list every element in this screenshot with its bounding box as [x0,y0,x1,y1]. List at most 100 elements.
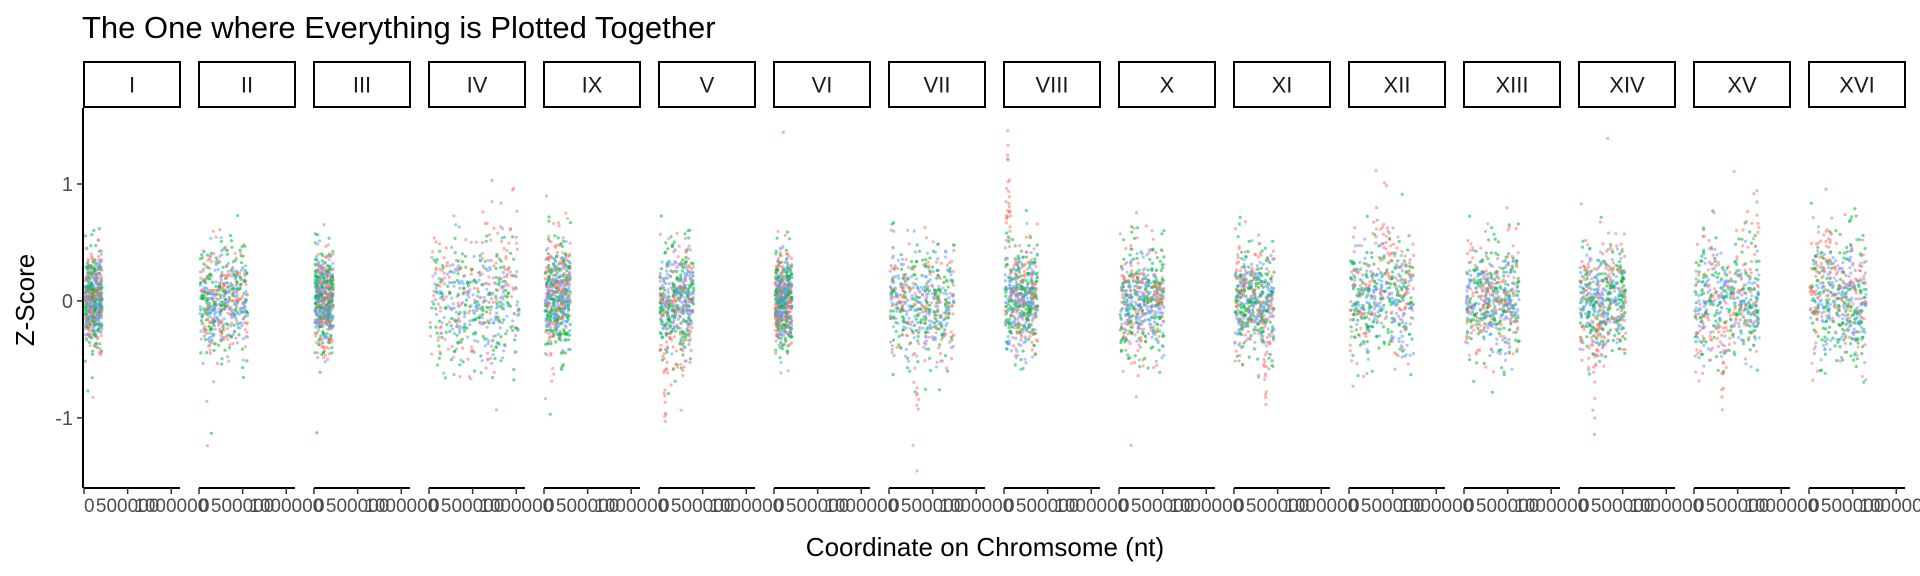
data-point [775,321,780,325]
data-point [323,360,327,364]
data-point [97,249,101,253]
data-point [318,314,322,318]
data-point [890,350,894,355]
data-point [202,329,207,333]
data-point [684,250,688,254]
data-point [200,290,204,294]
data-point [100,322,104,326]
data-point [567,307,571,311]
data-point [567,271,572,275]
data-point [940,359,945,363]
data-point [466,280,470,284]
data-point [675,269,679,274]
data-point [1005,347,1009,351]
data-point [92,343,96,347]
data-point [690,290,694,294]
data-point [439,325,443,329]
data-point [936,257,940,261]
data-point [485,337,489,341]
data-point [207,344,211,348]
x-tick-label: 500000 [211,496,274,517]
data-point [327,311,331,315]
data-point [914,317,918,321]
data-point [496,288,500,292]
data-point [430,300,434,304]
data-point [934,365,939,369]
data-point [209,331,213,336]
x-tick-label: 0 [84,496,95,517]
data-point [1033,296,1037,300]
data-point [449,269,453,274]
data-point [240,310,244,314]
data-point [565,258,569,262]
data-point [1029,278,1033,282]
data-point [552,269,556,273]
data-point [224,248,228,252]
data-point [517,307,521,311]
data-point [672,283,676,287]
data-point [221,325,225,329]
data-point [488,308,492,312]
data-point [663,419,667,423]
data-point [491,348,495,352]
data-point [316,351,320,355]
data-point [557,337,562,341]
data-point [482,295,486,300]
data-point [1027,337,1031,341]
data-point [331,316,335,320]
data-point [546,288,550,292]
data-point [553,315,557,319]
data-point [214,262,218,266]
data-point [681,373,685,378]
data-point [933,338,937,342]
data-point [675,275,679,279]
data-point [1031,300,1035,304]
data-point [510,273,514,278]
data-point [241,317,245,321]
data-point [1026,281,1030,285]
data-point [896,258,900,262]
data-point [691,302,696,306]
data-point [327,352,331,356]
data-point [477,316,481,320]
data-point [438,350,442,354]
data-point [325,332,329,336]
data-point [568,254,572,258]
data-point [100,258,104,263]
data-point [330,351,334,355]
data-point [200,315,204,319]
data-point [503,279,507,283]
data-point [1025,296,1029,300]
data-point [1005,256,1010,260]
data-point [915,321,920,325]
data-point [561,274,565,278]
data-point [318,264,322,268]
data-point [443,306,447,310]
data-point [674,324,678,329]
data-point [313,258,317,262]
data-point [462,286,466,290]
data-point [899,253,903,257]
data-point [915,354,919,358]
data-point [937,388,942,392]
data-point [506,268,510,272]
data-point [931,240,935,244]
data-point [464,238,468,242]
data-point [557,221,561,225]
data-point [672,295,677,299]
data-point [1005,187,1009,191]
data-point [551,290,556,294]
data-point [86,263,90,267]
data-point [892,229,896,233]
data-point [785,317,789,321]
data-point [1007,322,1012,327]
data-point [898,345,903,349]
data-point [449,358,454,362]
data-point [493,318,497,322]
data-point [910,297,914,301]
data-point [469,240,473,244]
data-point [209,431,214,435]
data-point [437,277,441,281]
data-point [96,238,101,242]
